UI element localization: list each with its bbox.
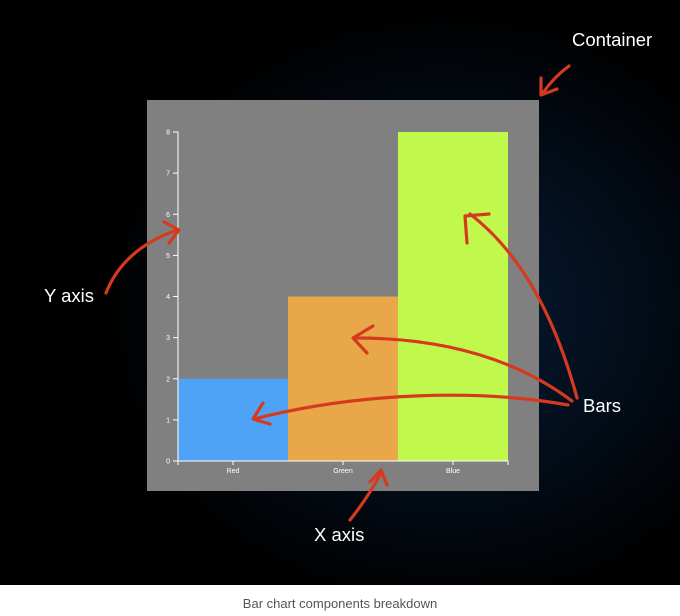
- axes-layer: 0 1 2 3 4 5 6 7 8 Red Green Blue: [166, 130, 509, 475]
- y-tick-label: 8: [166, 130, 170, 137]
- x-tick-label: Red: [227, 468, 240, 475]
- y-axis-label: Y axis: [44, 285, 95, 306]
- container-label: Container: [572, 29, 653, 50]
- container-arrow: [539, 64, 571, 97]
- bars-label: Bars: [583, 395, 622, 416]
- bar-chart: 0 1 2 3 4 5 6 7 8 Red Green Blue: [104, 64, 579, 522]
- y-tick-label: 1: [166, 417, 170, 424]
- bar-blue: [398, 132, 508, 461]
- annotation-arrows: [104, 64, 579, 522]
- y-tick-label: 3: [166, 335, 170, 342]
- y-tick-label: 0: [166, 459, 170, 466]
- bar-red: [178, 378, 288, 461]
- x-axis-label: X axis: [314, 524, 365, 545]
- y-tick-label: 5: [166, 253, 170, 260]
- y-tick-label: 7: [166, 171, 170, 178]
- x-axis-arrow: [348, 468, 389, 522]
- x-tick-label: Green: [333, 468, 353, 475]
- y-tick-label: 2: [166, 376, 170, 383]
- bar-green: [288, 296, 398, 461]
- y-tick-label: 4: [166, 294, 170, 301]
- bars-arrow-to-red: [251, 393, 570, 426]
- diagram-background: 0 1 2 3 4 5 6 7 8 Red Green Blue: [0, 0, 680, 585]
- bars-layer: [178, 132, 508, 461]
- bars-arrow-to-green: [351, 324, 574, 403]
- x-tick-label: Blue: [446, 468, 460, 475]
- y-axis-arrow: [104, 220, 181, 295]
- bars-arrow-to-blue: [463, 212, 579, 400]
- figure-caption: Bar chart components breakdown: [242, 596, 438, 611]
- y-tick-label: 6: [166, 212, 170, 219]
